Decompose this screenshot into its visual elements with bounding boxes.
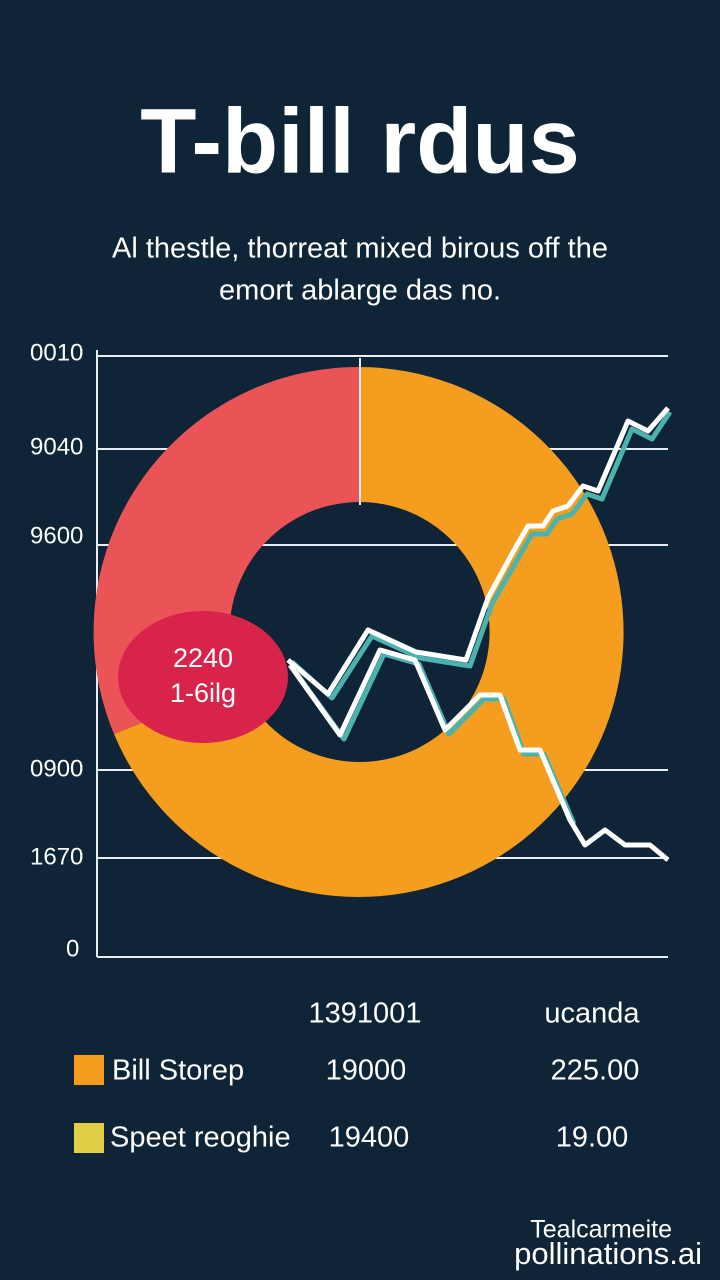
axis-label: 0 xyxy=(66,935,79,962)
table-cell: Bill Storep xyxy=(112,1055,244,1087)
donut-segment xyxy=(114,367,624,897)
table: 1391001 ucanda Bill Storep 19000 225.00 … xyxy=(74,998,640,1154)
subtitle-line: emort ablarge das no. xyxy=(219,275,501,307)
axis-label: 1670 xyxy=(30,843,83,870)
callout: 2240 1-6ilg xyxy=(118,611,288,743)
legend-swatch xyxy=(74,1123,104,1153)
title: T-bill rdus xyxy=(140,90,580,192)
trend-line xyxy=(290,410,673,701)
axis-label: 9600 xyxy=(30,522,83,549)
table-cell: 19000 xyxy=(326,1055,407,1087)
table-cell: 19.00 xyxy=(556,1122,629,1154)
subtitle-line: Al thestle, thorreat mixed birous off th… xyxy=(112,233,608,265)
table-cell: 225.00 xyxy=(551,1055,640,1087)
watermark: pollinations.ai xyxy=(514,1236,702,1271)
table-cell: 19400 xyxy=(329,1122,410,1154)
table-header: 1391001 xyxy=(309,998,422,1030)
footer-text: Tealcarmeite xyxy=(530,1216,672,1244)
table-cell: Speet reoghie xyxy=(110,1122,291,1154)
axis-labels: 0010 9040 9600 0900 1670 0 xyxy=(30,339,83,962)
callout-text: 2240 xyxy=(173,643,233,673)
axis-label: 0900 xyxy=(30,755,83,782)
trend-line xyxy=(286,406,670,697)
callout-text: 1-6ilg xyxy=(170,678,236,708)
axis-label: 9040 xyxy=(30,433,83,460)
lines xyxy=(286,406,673,862)
trend-line xyxy=(291,651,577,825)
legend-swatch xyxy=(74,1055,104,1085)
callout-bubble xyxy=(118,611,288,743)
table-header: ucanda xyxy=(544,998,640,1030)
trend-line xyxy=(287,647,670,862)
axis-label: 0010 xyxy=(30,339,83,366)
